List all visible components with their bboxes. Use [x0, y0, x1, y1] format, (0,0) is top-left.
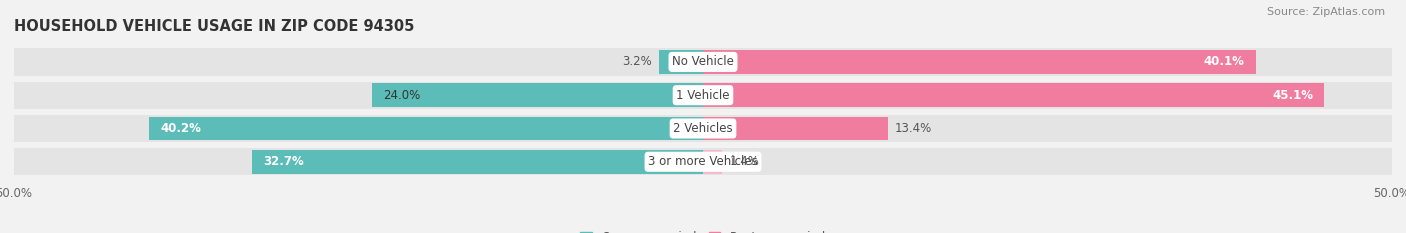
Text: 32.7%: 32.7% [263, 155, 304, 168]
Bar [14, 148, 1392, 175]
Bar [703, 116, 887, 140]
Bar [14, 48, 1392, 75]
Bar [703, 150, 723, 174]
Bar [703, 83, 1324, 107]
Bar [14, 82, 1392, 109]
Text: 1 Vehicle: 1 Vehicle [676, 89, 730, 102]
Text: 40.1%: 40.1% [1204, 55, 1244, 69]
Text: 1.4%: 1.4% [730, 155, 759, 168]
Text: 13.4%: 13.4% [894, 122, 932, 135]
Text: 40.2%: 40.2% [160, 122, 201, 135]
Text: 2 Vehicles: 2 Vehicles [673, 122, 733, 135]
Text: 3.2%: 3.2% [623, 55, 652, 69]
Bar [659, 50, 703, 74]
Legend: Owner-occupied, Renter-occupied: Owner-occupied, Renter-occupied [575, 226, 831, 233]
Bar [149, 116, 703, 140]
Bar [253, 150, 703, 174]
Text: 24.0%: 24.0% [384, 89, 420, 102]
Text: 45.1%: 45.1% [1272, 89, 1313, 102]
Bar [703, 50, 1256, 74]
Text: No Vehicle: No Vehicle [672, 55, 734, 69]
Bar [14, 115, 1392, 142]
Text: HOUSEHOLD VEHICLE USAGE IN ZIP CODE 94305: HOUSEHOLD VEHICLE USAGE IN ZIP CODE 9430… [14, 19, 415, 34]
Text: Source: ZipAtlas.com: Source: ZipAtlas.com [1267, 7, 1385, 17]
Bar [373, 83, 703, 107]
Text: 3 or more Vehicles: 3 or more Vehicles [648, 155, 758, 168]
